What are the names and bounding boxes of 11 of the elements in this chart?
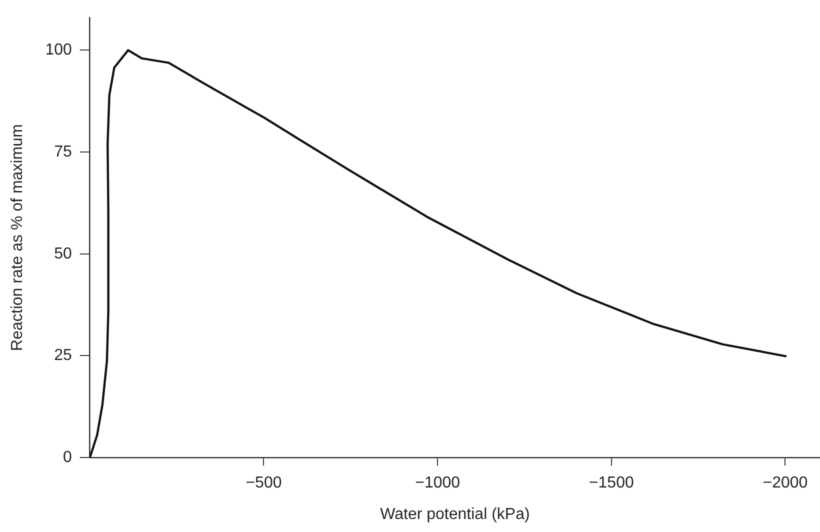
x-axis-title: Water potential (kPa) (380, 506, 530, 523)
x-tick-label: −500 (246, 474, 282, 492)
x-tick-label: −2000 (762, 474, 808, 492)
x-tick-label: −1000 (415, 474, 460, 492)
y-axis-title: Reaction rate as % of maximum (9, 124, 26, 351)
y-tick-label: 50 (54, 245, 72, 262)
y-tick-label: 0 (62, 449, 72, 466)
y-tick-label: 25 (54, 347, 72, 364)
y-tick-label: 100 (45, 42, 72, 59)
x-tick-label: −1500 (588, 474, 634, 492)
y-tick-label: 75 (54, 143, 72, 160)
